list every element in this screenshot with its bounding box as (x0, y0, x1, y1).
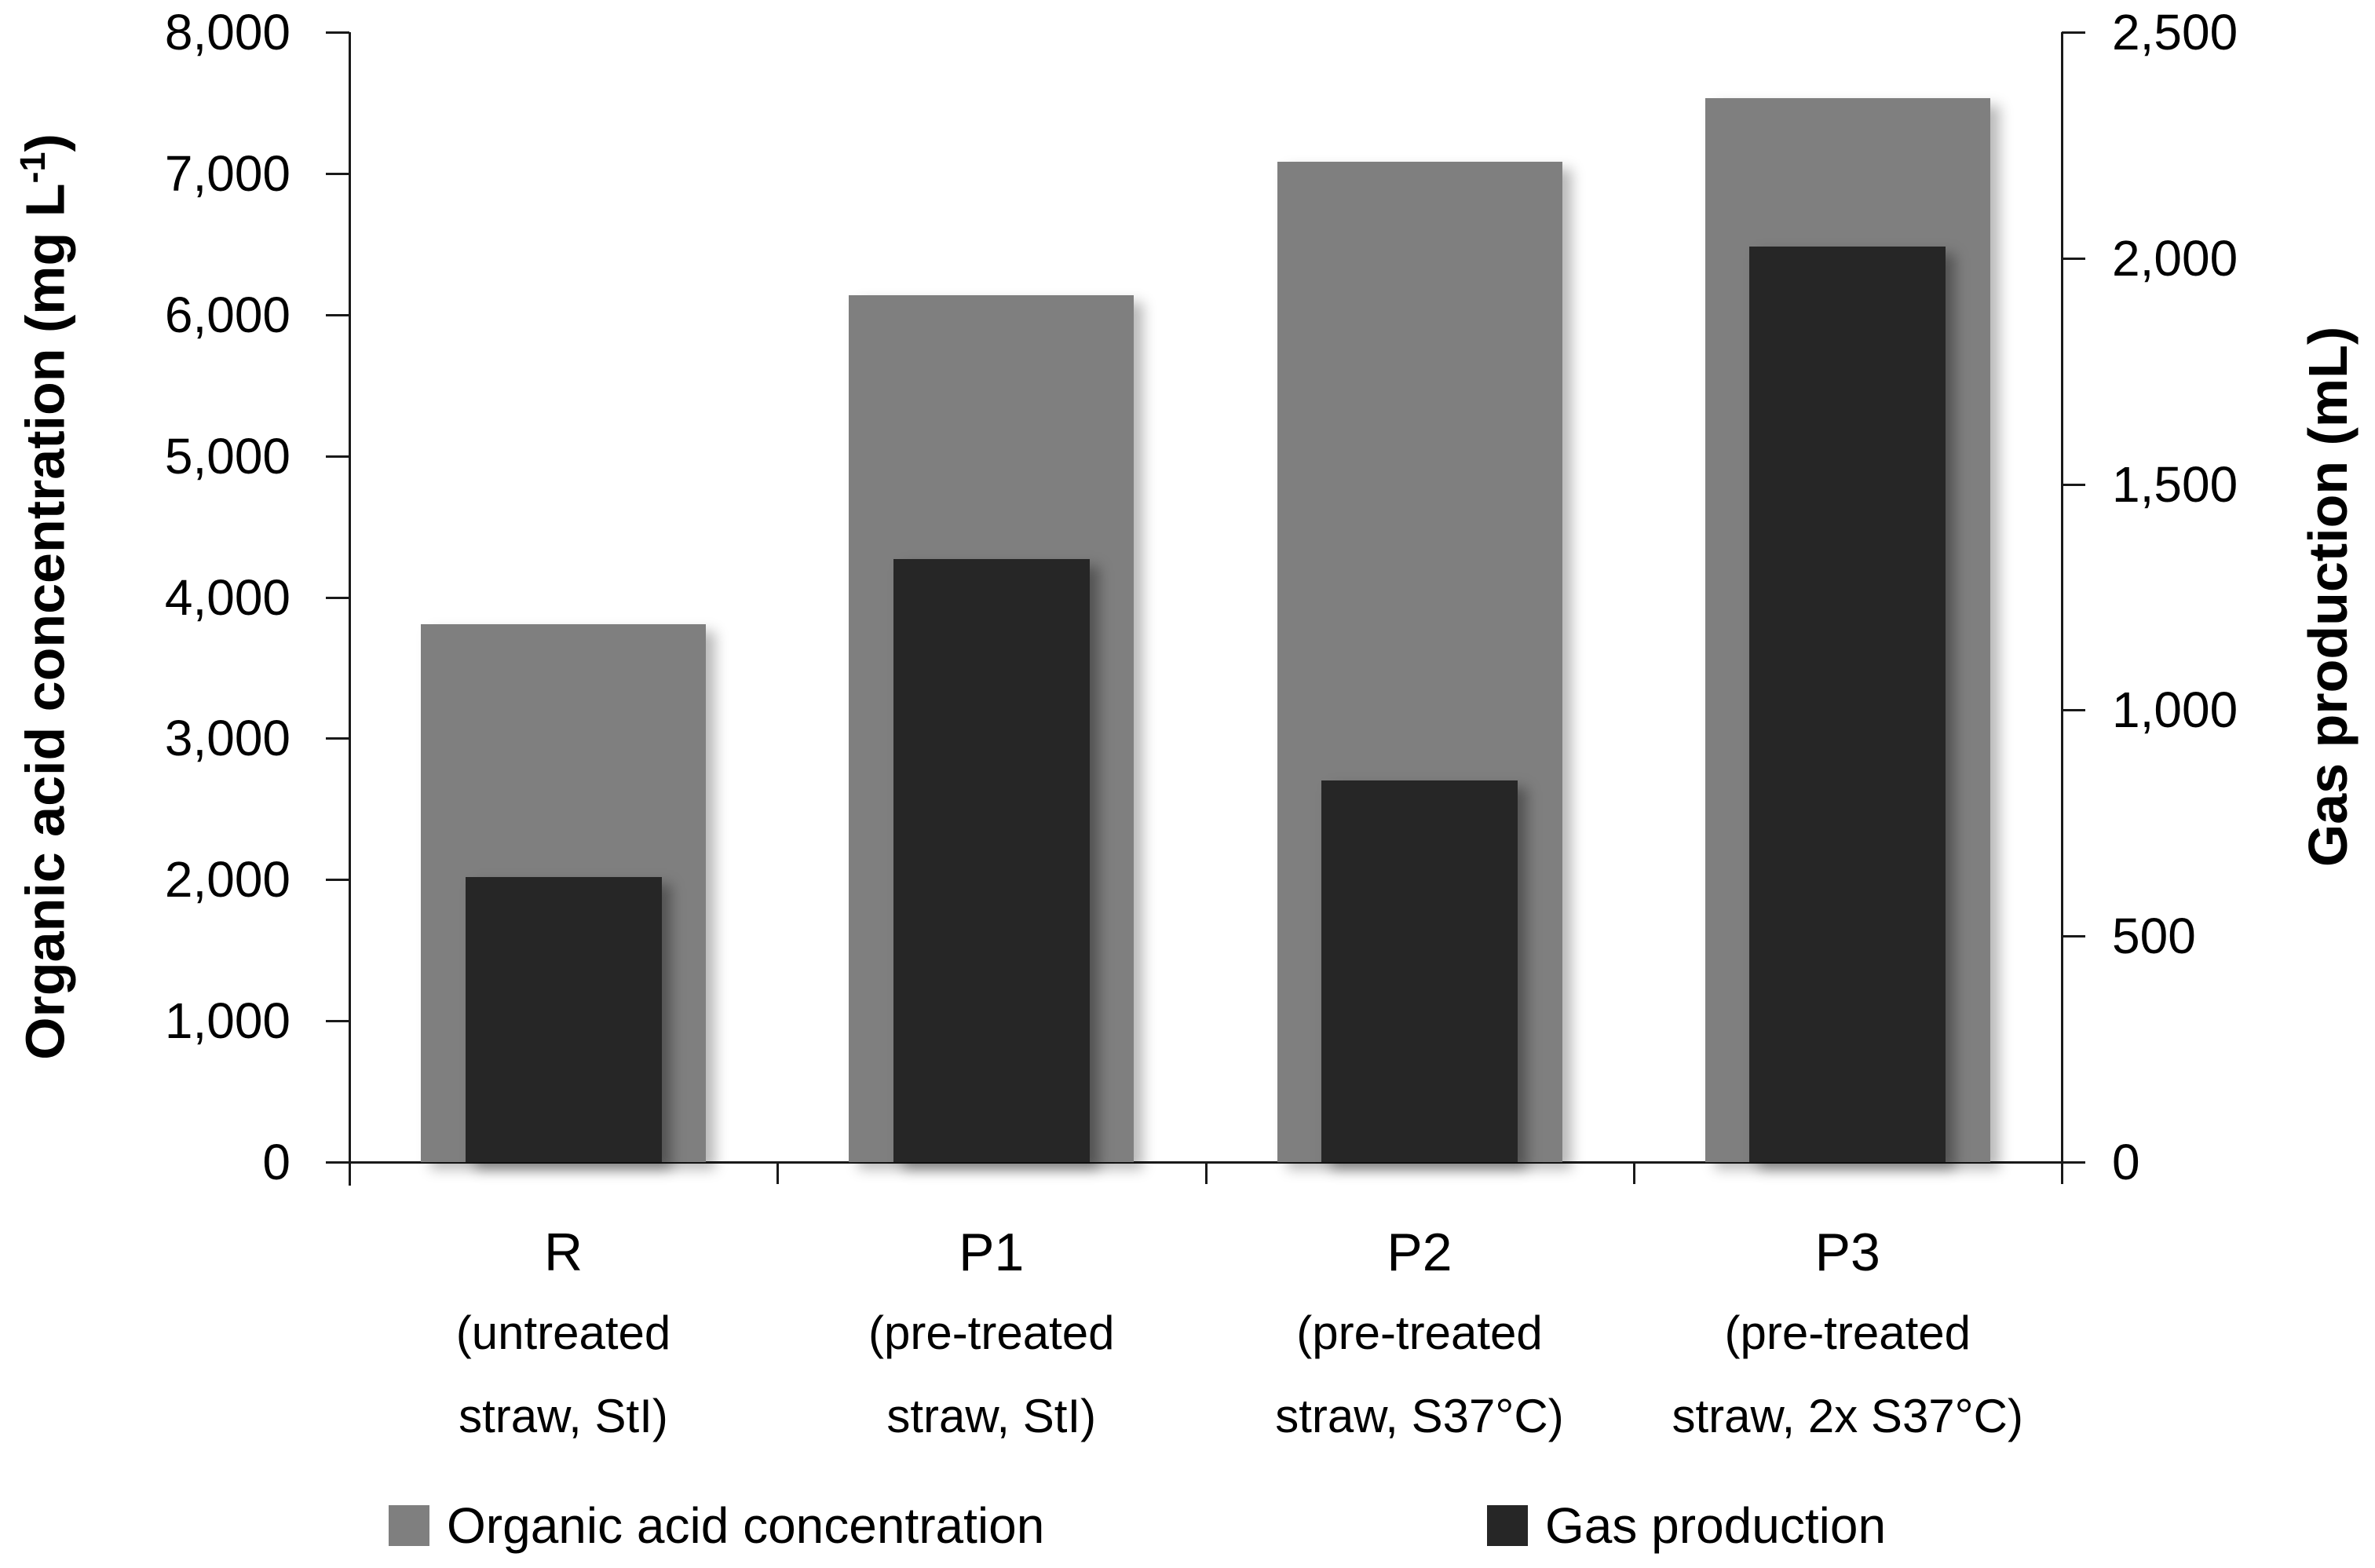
left-axis-tick (326, 455, 349, 458)
bar-gas-production-P2 (1321, 780, 1518, 1162)
legend-item-organic-acid: Organic acid concentration (389, 1498, 1044, 1553)
legend-swatch-icon (389, 1505, 429, 1546)
right-axis-tick (2062, 1161, 2085, 1164)
category-name: P3 (1814, 1223, 1880, 1282)
left-axis-tick (326, 172, 349, 175)
left-axis-tick (326, 879, 349, 882)
left-axis-tick (326, 313, 349, 316)
category-description-line: (untreated (455, 1307, 671, 1359)
right-axis-tick-label: 2,500 (2112, 4, 2238, 60)
legend-item-gas-production: Gas production (1487, 1498, 1886, 1553)
bar-gas-production-P1 (893, 558, 1090, 1162)
legend-swatch-icon (1487, 1505, 1528, 1546)
right-axis-tick-label: 1,500 (2112, 455, 2238, 513)
category-description-line: straw, 2x S37°C) (1672, 1390, 2023, 1442)
category-boundary-tick (1204, 1162, 1208, 1184)
left-axis-title: Organic acid concentration (mg L-1) (0, 24, 75, 1170)
category-description-line: (pre-treated (1724, 1307, 1971, 1359)
left-axis-tick (326, 1161, 349, 1164)
right-axis-line (2061, 32, 2063, 1162)
left-axis-line (349, 32, 351, 1186)
right-axis-tick-label: 500 (2112, 908, 2196, 965)
category-label-P2: P2 (pre-treated straw, S37°C) (1206, 1213, 1634, 1458)
category-name: R (543, 1223, 583, 1282)
left-axis-tick-label: 8,000 (164, 4, 290, 60)
category-description-line: (pre-treated (1296, 1307, 1543, 1359)
left-axis-tick (326, 596, 349, 599)
category-boundary-tick (349, 1162, 351, 1184)
right-axis-tick-label: 1,000 (2112, 682, 2238, 739)
left-axis-tick-label: 7,000 (164, 144, 290, 202)
left-axis-tick (326, 737, 349, 740)
category-boundary-tick (776, 1162, 780, 1184)
right-axis-tick-label: 0 (2112, 1134, 2140, 1190)
left-axis-tick-label: 5,000 (164, 427, 290, 484)
category-description-line: straw, StI) (886, 1390, 1097, 1442)
left-axis-title-suffix: ) (14, 133, 76, 152)
right-axis-tick (2062, 31, 2085, 34)
bar-gas-production-P3 (1749, 247, 1946, 1162)
right-axis-tick (2062, 935, 2085, 938)
right-axis-title: Gas production (mL) (2297, 326, 2359, 868)
category-boundary-tick (1632, 1162, 1635, 1184)
category-label-P1: P1 (pre-treated straw, StI) (777, 1213, 1205, 1458)
category-name: P2 (1387, 1223, 1452, 1282)
left-axis-tick-label: 2,000 (164, 851, 290, 908)
legend-label: Gas production (1545, 1497, 1887, 1554)
left-axis-title-text: Organic acid concentration (mg L (14, 183, 76, 1060)
left-axis-tick (326, 1020, 349, 1023)
category-description-line: straw, StI) (459, 1390, 668, 1442)
category-boundary-tick (2061, 1162, 2063, 1184)
bar-gas-production-R (465, 877, 662, 1162)
right-axis-tick (2062, 257, 2085, 260)
category-name: P1 (959, 1223, 1025, 1282)
right-axis-tick-label: 2,000 (2112, 229, 2238, 287)
left-axis-tick-label: 6,000 (164, 286, 290, 343)
left-axis-tick (326, 31, 349, 34)
category-description-line: straw, S37°C) (1275, 1390, 1564, 1442)
category-label-R: R (untreated straw, StI) (349, 1213, 777, 1458)
right-axis-tick (2062, 709, 2085, 712)
left-axis-tick-label: 0 (262, 1134, 290, 1190)
left-axis-tick-label: 1,000 (164, 992, 290, 1050)
legend-label: Organic acid concentration (447, 1497, 1045, 1554)
category-description-line: (pre-treated (868, 1307, 1115, 1359)
left-axis-tick-label: 4,000 (164, 568, 290, 626)
right-axis-tick (2062, 483, 2085, 486)
left-axis-tick-label: 3,000 (164, 710, 290, 767)
category-label-P3: P3 (pre-treated straw, 2x S37°C) (1634, 1213, 2062, 1458)
left-axis-title-superscript: -1 (13, 152, 53, 184)
